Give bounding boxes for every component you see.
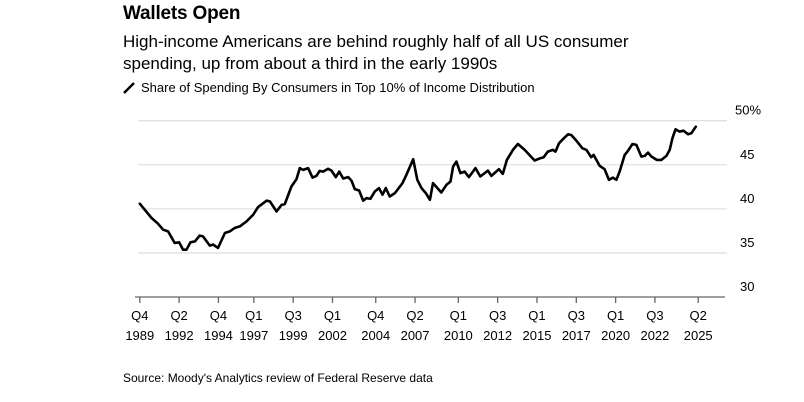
x-tick-quarter: Q4	[210, 308, 227, 323]
x-tick-quarter: Q2	[690, 308, 707, 323]
x-tick-year: 2004	[361, 328, 390, 343]
x-tick-quarter: Q1	[324, 308, 341, 323]
x-tick-year: 2002	[318, 328, 347, 343]
x-tick-quarter: Q2	[170, 308, 187, 323]
x-tick-quarter: Q3	[646, 308, 663, 323]
x-tick-quarter: Q4	[131, 308, 148, 323]
y-tick-label: 45	[740, 147, 754, 162]
x-tick-year: 2010	[444, 328, 473, 343]
chart-subtitle: High-income Americans are behind roughly…	[123, 32, 629, 73]
x-tick-year: 1989	[125, 328, 154, 343]
y-tick-label: 40	[740, 191, 754, 206]
x-tick-quarter: Q3	[568, 308, 585, 323]
x-tick-quarter: Q1	[528, 308, 545, 323]
x-tick-year: 2025	[684, 328, 713, 343]
x-tick-year: 2012	[483, 328, 512, 343]
legend-label: Share of Spending By Consumers in Top 10…	[141, 80, 535, 95]
legend: Share of Spending By Consumers in Top 10…	[123, 80, 535, 95]
x-tick-year: 2017	[562, 328, 591, 343]
y-tick-label: 30	[740, 279, 754, 294]
chart-title: Wallets Open	[123, 3, 241, 24]
x-tick-year: 2007	[401, 328, 430, 343]
series-line	[138, 125, 698, 251]
y-tick-label: 50%	[735, 103, 761, 118]
x-tick-quarter: Q1	[245, 308, 262, 323]
x-tick-year: 2015	[523, 328, 552, 343]
y-tick-label: 35	[740, 235, 754, 250]
x-tick-quarter: Q4	[367, 308, 384, 323]
legend-line-icon	[123, 81, 135, 94]
x-tick-year: 1999	[279, 328, 308, 343]
x-tick-year: 1994	[204, 328, 233, 343]
x-tick-year: 2020	[601, 328, 630, 343]
x-tick-quarter: Q1	[450, 308, 467, 323]
source-note: Source: Moody's Analytics review of Fede…	[123, 371, 433, 385]
x-tick-quarter: Q3	[489, 308, 506, 323]
x-tick-year: 1997	[239, 328, 268, 343]
x-tick-year: 1992	[165, 328, 194, 343]
x-tick-quarter: Q3	[284, 308, 301, 323]
x-tick-quarter: Q1	[607, 308, 624, 323]
x-tick-year: 2022	[640, 328, 669, 343]
x-tick-quarter: Q2	[406, 308, 423, 323]
